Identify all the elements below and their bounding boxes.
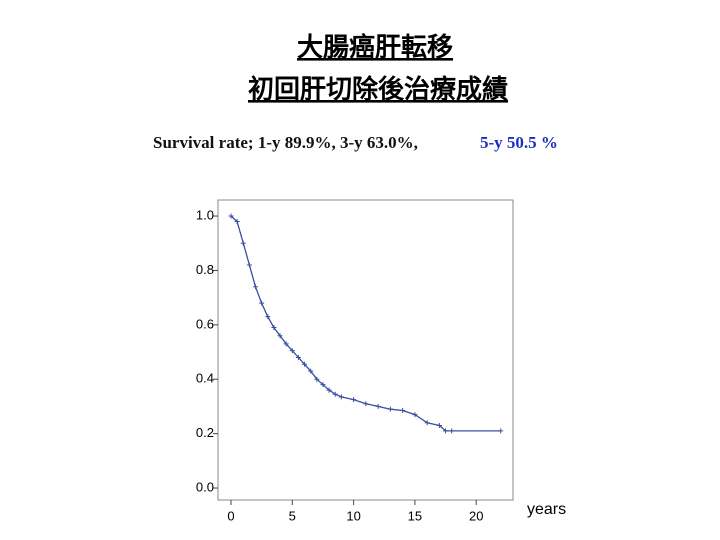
x-tick-label: 0 — [227, 508, 234, 523]
censor-mark — [449, 428, 455, 434]
censor-mark — [228, 213, 234, 219]
y-tick-label: 0.4 — [196, 371, 214, 386]
censor-mark — [308, 368, 314, 374]
censor-mark — [424, 420, 430, 426]
annotation: Survival rate; 1-y 89.9%, 3-y 63.0%, — [153, 133, 418, 152]
censor-mark — [400, 408, 406, 414]
x-axis-label: years — [527, 501, 566, 518]
censor-mark — [240, 240, 246, 246]
y-tick-label: 0.6 — [196, 316, 214, 331]
censor-mark — [443, 428, 449, 434]
censor-mark — [265, 314, 271, 320]
x-tick-label: 5 — [289, 508, 296, 523]
censor-mark — [320, 382, 326, 388]
y-tick-label: 0.2 — [196, 425, 214, 440]
annotation: 5-y 50.5 % — [480, 133, 558, 152]
censor-mark — [412, 412, 418, 418]
censor-mark — [351, 397, 357, 403]
censor-mark — [436, 422, 442, 428]
censor-mark — [234, 218, 240, 224]
censor-mark — [259, 300, 265, 306]
plot-frame — [217, 199, 514, 501]
censor-mark — [387, 406, 393, 412]
y-tick-label: 0.8 — [196, 262, 214, 277]
censor-mark — [498, 428, 504, 434]
censor-mark — [283, 341, 289, 347]
censor-mark — [375, 403, 381, 409]
censor-mark — [295, 354, 301, 360]
censor-mark — [277, 333, 283, 339]
x-tick-label: 20 — [469, 508, 483, 523]
censor-mark — [332, 391, 338, 397]
y-tick-label: 0.0 — [196, 479, 214, 494]
survival-line — [230, 215, 501, 432]
y-tick-label: 1.0 — [196, 207, 214, 222]
censor-mark — [253, 284, 259, 290]
censor-mark — [289, 348, 295, 354]
censor-mark — [338, 394, 344, 400]
censor-mark — [302, 361, 308, 367]
x-tick-label: 10 — [346, 508, 360, 523]
censor-mark — [314, 376, 320, 382]
x-tick-label: 15 — [408, 508, 422, 523]
censor-mark — [363, 401, 369, 407]
title-line: 初回肝切除後治療成績 — [248, 74, 508, 105]
censor-mark — [326, 387, 332, 393]
title-line: 大腸癌肝転移 — [297, 32, 453, 63]
censor-mark — [271, 325, 277, 331]
censor-mark — [246, 262, 252, 268]
